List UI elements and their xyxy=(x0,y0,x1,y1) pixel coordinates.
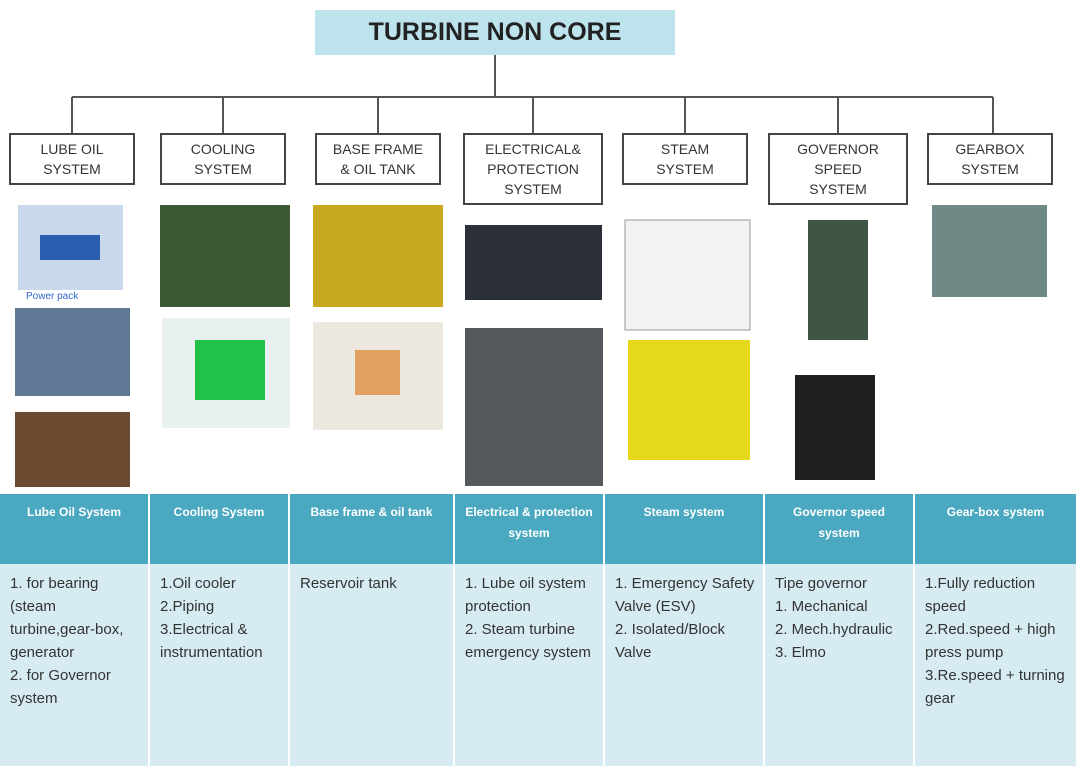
node-label: STEAM xyxy=(661,139,709,159)
table-cell: 1. Emergency Safety Valve (ESV)2. Isolat… xyxy=(605,564,763,766)
photo xyxy=(465,225,602,300)
photos xyxy=(15,205,1047,487)
photo xyxy=(932,205,1047,297)
cell-item: 3.Re.speed + turning gear xyxy=(925,664,1068,710)
photo-caption: Power pack xyxy=(26,291,78,302)
table-header: Governor speed system xyxy=(765,494,913,564)
node-label: ELECTRICAL& xyxy=(485,139,581,159)
title: TURBINE NON CORE xyxy=(315,10,675,55)
node-label: & OIL TANK xyxy=(340,159,415,179)
cell-item: Reservoir tank xyxy=(300,572,445,595)
table-header: Lube Oil System xyxy=(0,494,148,564)
cell-item: 1. Lube oil system protection xyxy=(465,572,595,618)
photo-detail xyxy=(195,340,265,400)
photo xyxy=(808,220,868,340)
node-label: GEARBOX xyxy=(955,139,1024,159)
cell-item: 3. Elmo xyxy=(775,641,905,664)
photo xyxy=(795,375,875,480)
table-column: Lube Oil System 1. for bearing (steam tur… xyxy=(0,494,150,766)
cell-item: 1. Mechanical xyxy=(775,595,905,618)
photo xyxy=(15,308,130,396)
table-cell: 1. for bearing (steam turbine,gear-box, … xyxy=(0,564,148,766)
node-label: BASE FRAME xyxy=(333,139,423,159)
cell-item: 2.Piping xyxy=(160,595,280,618)
table-column: Base frame & oil tank Reservoir tank xyxy=(290,494,455,766)
photo xyxy=(160,205,290,307)
table-header: Base frame & oil tank xyxy=(290,494,453,564)
cell-item: 1. Emergency Safety Valve (ESV) xyxy=(615,572,755,618)
table-cell: Reservoir tank xyxy=(290,564,453,766)
cell-item: 2. Steam turbine emergency system xyxy=(465,618,595,664)
node-label: LUBE OIL xyxy=(40,139,103,159)
photo-detail xyxy=(355,350,400,395)
node-label: SYSTEM xyxy=(656,159,714,179)
node-label: SYSTEM xyxy=(504,179,562,199)
cell-item: 2.Red.speed + high press pump xyxy=(925,618,1068,664)
page: TURBINE NON CORE Power pack LUBE OILSYST… xyxy=(0,0,1078,769)
cell-item: 1.Oil cooler xyxy=(160,572,280,595)
node-box: BASE FRAME& OIL TANK xyxy=(315,133,441,185)
cell-item: 1. for bearing (steam turbine,gear-box, … xyxy=(10,572,140,664)
node-label: COOLING xyxy=(191,139,256,159)
photo xyxy=(628,340,750,460)
table-header: Steam system xyxy=(605,494,763,564)
cell-item: Tipe governor xyxy=(775,572,905,595)
photo xyxy=(15,412,130,487)
table-header: Gear-box system xyxy=(915,494,1076,564)
cell-item: 2. for Governor system xyxy=(10,664,140,710)
photo xyxy=(313,205,443,307)
cell-item: 3.Electrical & instrumentation xyxy=(160,618,280,664)
node-label: GOVERNOR xyxy=(797,139,879,159)
cell-item: 2. Isolated/Block Valve xyxy=(615,618,755,664)
cell-item: 1.Fully reduction speed xyxy=(925,572,1068,618)
photo xyxy=(465,328,603,486)
node-label: SYSTEM xyxy=(194,159,252,179)
node-label: SYSTEM xyxy=(961,159,1019,179)
cell-item: 2. Mech.hydraulic xyxy=(775,618,905,641)
photo xyxy=(625,220,750,330)
node-label: PROTECTION xyxy=(487,159,579,179)
table-header: Electrical & protection system xyxy=(455,494,603,564)
table-header: Cooling System xyxy=(150,494,288,564)
node-label: SYSTEM xyxy=(809,179,867,199)
node-label: SPEED xyxy=(814,159,861,179)
node-label: SYSTEM xyxy=(43,159,101,179)
photo-detail xyxy=(40,235,100,260)
